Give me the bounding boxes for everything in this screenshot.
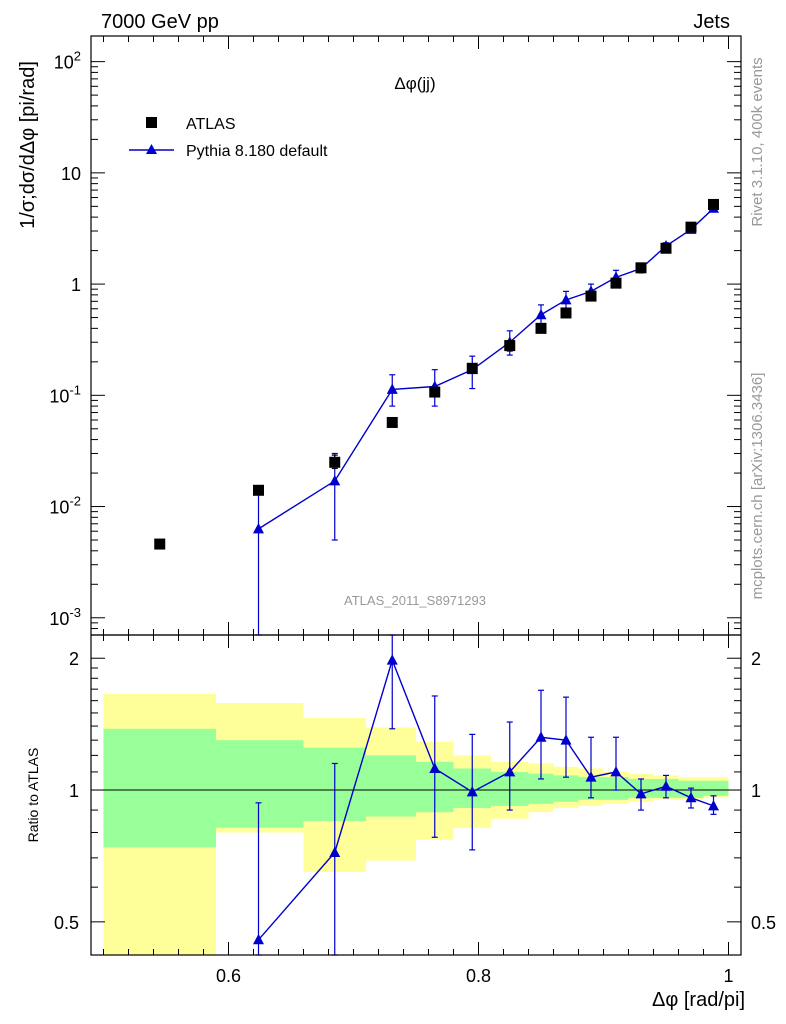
main-y-axis-label: 1/σ;dσ/dΔφ [pi/rad] <box>17 61 39 229</box>
atlas-point <box>685 221 697 233</box>
pythia-point <box>535 308 547 320</box>
ratio-y-axis-label: Ratio to ATLAS <box>25 748 41 843</box>
ratio-bands <box>103 693 729 955</box>
legend-marker-atlas <box>146 117 157 128</box>
atlas-point <box>585 290 597 302</box>
watermark-label: ATLAS_2011_S8971293 <box>344 593 486 608</box>
ratio-point <box>429 762 441 773</box>
pythia-point <box>386 383 398 394</box>
y-tick-label-main: 10-3 <box>49 605 81 629</box>
axis-ticks: 0.6 0.8 1 10-3 10-2 10-1 1 10 102 0.5 0.5 1 1 2 2 <box>49 36 776 986</box>
ratio-point <box>466 786 478 797</box>
main-plot-title: Δφ(jj) <box>394 74 435 93</box>
frames <box>90 35 742 956</box>
main-series <box>154 198 719 636</box>
ratio-band-inner <box>103 728 216 848</box>
ratio-band-inner <box>553 775 579 802</box>
atlas-point <box>535 322 547 334</box>
y-tick-label-ratio-left: 1 <box>69 781 79 801</box>
legend-marker-pythia <box>146 144 157 154</box>
x-axis-label: Δφ [rad/pi] <box>652 989 745 1011</box>
ratio-point <box>535 731 547 742</box>
header-right-label: Jets <box>693 11 730 33</box>
pythia-point <box>253 522 264 534</box>
ratio-point <box>253 933 264 945</box>
side-label-mcplots: mcplots.cern.ch [arXiv:1306.3436] <box>749 373 766 600</box>
atlas-point <box>635 262 647 274</box>
ratio-point <box>708 799 719 811</box>
ratio-point <box>685 791 697 803</box>
legend-label-atlas: ATLAS <box>186 116 236 133</box>
ratio-plot-frame <box>90 634 742 956</box>
y-tick-label-ratio-left: 2 <box>69 649 79 669</box>
pythia-point <box>329 474 341 486</box>
atlas-point <box>386 416 398 428</box>
atlas-point <box>154 538 166 550</box>
atlas-point <box>466 362 478 374</box>
y-tick-label-main: 10-1 <box>49 382 81 406</box>
y-tick-label-ratio-right: 1 <box>751 781 761 801</box>
y-tick-label-ratio-right: 0.5 <box>751 913 776 933</box>
side-label-rivet: Rivet 3.1.10, 400k events <box>749 57 766 226</box>
atlas-point <box>560 307 572 319</box>
legend: ATLAS Pythia 8.180 default <box>129 116 328 160</box>
x-tick-label: 0.8 <box>466 966 491 986</box>
y-tick-label-main: 1 <box>71 275 81 295</box>
y-tick-label-main: 10 <box>61 164 81 184</box>
pythia-point <box>560 294 572 305</box>
ratio-point <box>635 787 647 799</box>
x-tick-label: 0.6 <box>216 966 241 986</box>
ratio-point <box>585 771 597 782</box>
header-left-label: 7000 GeV pp <box>101 11 219 33</box>
atlas-point <box>660 242 672 254</box>
ratio-series <box>253 634 719 956</box>
y-tick-label-main: 10-2 <box>49 494 81 518</box>
atlas-point <box>253 484 264 496</box>
ratio-point <box>660 780 672 791</box>
atlas-point <box>610 277 622 289</box>
ratio-band-inner <box>703 780 729 796</box>
ratio-band-inner <box>366 755 416 817</box>
ratio-series-line <box>257 658 714 941</box>
x-tick-label: 1 <box>723 966 733 986</box>
atlas-point <box>329 456 341 468</box>
ratio-point <box>329 846 341 857</box>
atlas-point <box>429 386 441 398</box>
y-tick-label-ratio-right: 2 <box>751 649 761 669</box>
pythia-series-line <box>258 207 714 530</box>
ratio-point <box>504 765 516 777</box>
ratio-point <box>386 654 398 665</box>
ratio-point <box>560 734 572 745</box>
atlas-point <box>504 340 516 352</box>
ratio-band-inner <box>216 740 304 828</box>
atlas-point <box>708 198 719 210</box>
ratio-point <box>610 765 622 777</box>
y-tick-label-ratio-left: 0.5 <box>54 913 79 933</box>
legend-label-pythia: Pythia 8.180 default <box>186 143 328 160</box>
y-tick-label-main: 102 <box>54 49 81 73</box>
